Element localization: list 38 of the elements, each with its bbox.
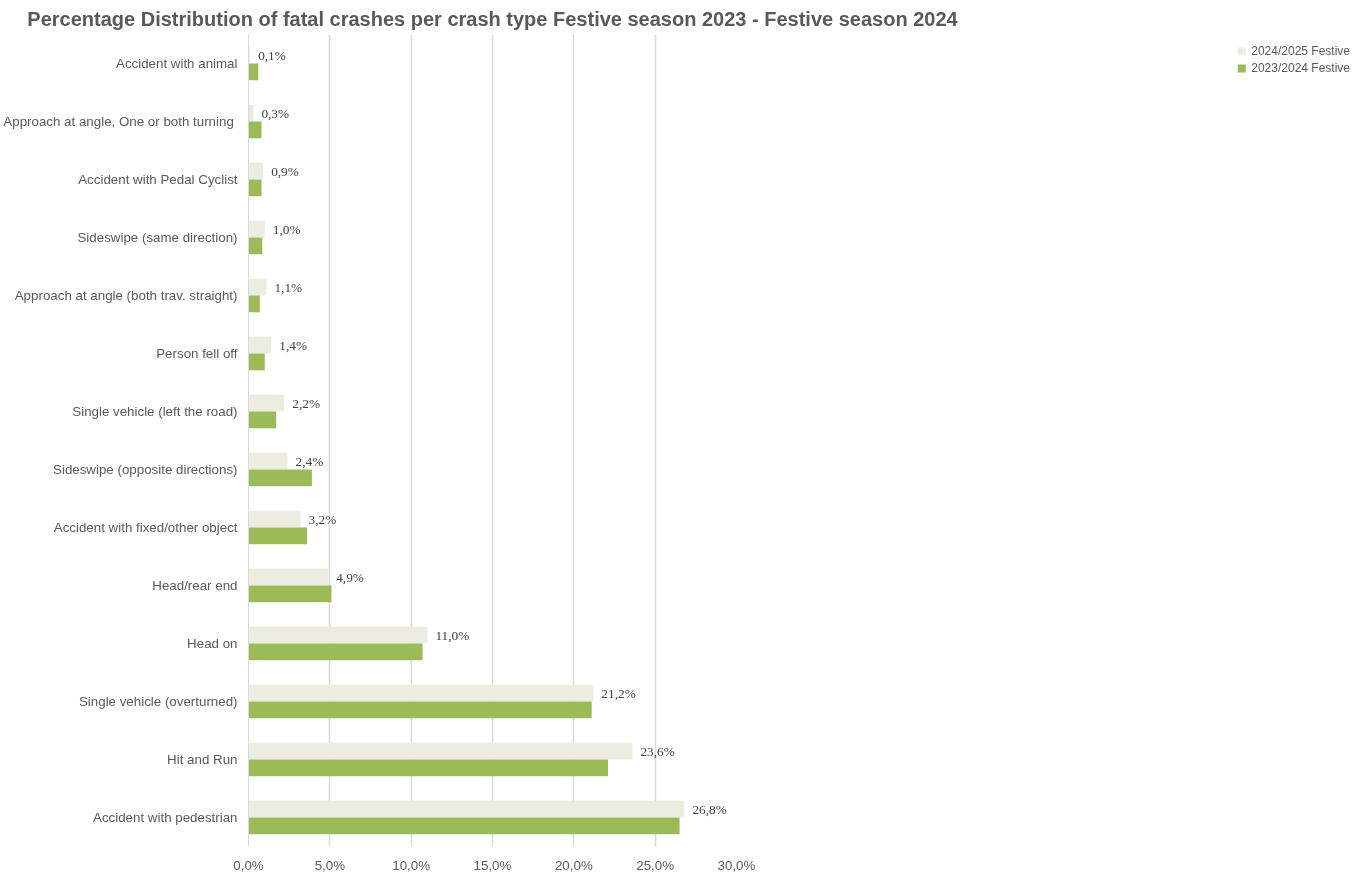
legend-label: 2023/2024 Festive [1251,61,1350,75]
data-label: 21,2% [601,685,636,701]
data-label: 2,4% [295,453,324,469]
y-tick-label: Head on [187,636,238,651]
y-tick-label: Accident with animal [116,56,238,71]
data-label: 11,0% [435,627,470,643]
y-tick-label: Sideswipe (opposite directions) [53,462,238,477]
y-tick-label: Accident with Pedal Cyclist [78,172,238,187]
data-label: 0,3% [261,105,290,121]
data-label: 1,4% [279,337,308,353]
data-label: 1,1% [274,279,303,295]
y-tick-label: Sideswipe (same direction) [77,230,238,245]
data-label: 4,9% [336,569,364,585]
y-tick-label: Person fell off [156,346,238,361]
x-tick-label: 0,0% [233,857,264,873]
data-label: 0,9% [271,163,299,179]
data-label: 1,0% [272,221,301,237]
y-tick-label: Accident with pedestrian [93,810,238,825]
data-label: 0,1% [258,47,286,63]
x-tick-label: 5,0% [314,857,346,873]
y-tick-label: Accident with fixed/other object [53,520,238,535]
legend-label: 2024/2025 Festive [1251,44,1350,58]
data-label: 2,2% [292,395,321,411]
chart-title: Percentage Distribution of fatal crashes per crash type Festive season 2023 - Festive season 2024 [27,7,959,30]
x-tick-label: 20,0% [554,857,593,873]
x-tick-label: 30,0% [717,857,756,873]
y-tick-label: Single vehicle (left the road) [72,404,238,419]
data-label: 26,8% [692,801,727,817]
y-tick-label: Head/rear end [152,578,238,593]
x-tick-label: 15,0% [473,857,512,873]
y-tick-label: Single vehicle (overturned) [78,694,238,709]
x-tick-label: 10,0% [392,857,431,873]
data-label: 23,6% [640,743,675,759]
y-tick-label: Approach at angle, One or both turning [3,114,234,129]
data-label: 3,2% [308,511,337,527]
y-tick-label: Hit and Run [167,752,238,767]
y-tick-label: Approach at angle (both trav. straight) [14,288,238,303]
x-tick-label: 25,0% [636,857,675,873]
